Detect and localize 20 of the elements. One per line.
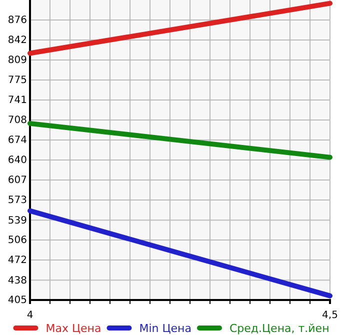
y-tick-label: 405	[8, 295, 27, 306]
y-tick-label: 708	[8, 115, 27, 126]
y-tick-label: 438	[8, 275, 27, 286]
y-tick-label: 472	[8, 255, 27, 266]
y-tick-label: 741	[8, 95, 27, 106]
y-tick-label: 573	[8, 195, 27, 206]
y-tick-label: 607	[8, 175, 27, 186]
y-tick-label: 809	[8, 55, 27, 66]
y-tick-label: 842	[8, 35, 27, 46]
legend-label: Сред.Цена, т.йен	[229, 322, 330, 335]
y-tick-label: 674	[8, 135, 27, 146]
y-tick-label: 640	[8, 155, 27, 166]
y-tick-label: 539	[8, 215, 27, 226]
y-tick-label: 876	[8, 15, 27, 26]
legend-label: Min Цена	[139, 322, 192, 335]
x-tick-label: 4,5	[322, 310, 338, 321]
y-tick-label: 775	[8, 75, 27, 86]
legend-label: Max Цена	[46, 322, 102, 335]
x-tick-label: 4	[26, 310, 34, 321]
y-tick-label: 506	[8, 235, 27, 246]
